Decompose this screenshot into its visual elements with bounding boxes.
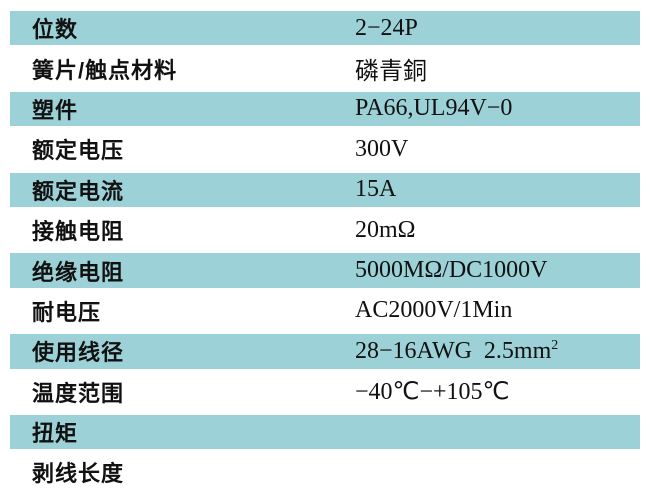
spec-label: 耐电压 — [32, 299, 102, 325]
spec-table: 位数 2−24P 簧片/触点材料 磷青銅 塑件 PA66,UL94V−0 额定电… — [10, 8, 640, 493]
spec-value: 20mΩ — [355, 216, 416, 243]
spec-value: PA66,UL94V−0 — [355, 95, 513, 122]
spec-label: 扭矩 — [32, 421, 79, 447]
spec-label: 温度范围 — [32, 380, 125, 406]
spec-value: 5000MΩ/DC1000V — [355, 257, 548, 284]
spec-label: 剥线长度 — [32, 461, 125, 487]
table-row: 绝缘电阻 5000MΩ/DC1000V — [10, 250, 640, 291]
table-row: 额定电流 15A — [10, 169, 640, 210]
spec-value: 15A — [355, 176, 397, 203]
spec-value: 300V — [355, 135, 409, 162]
spec-label: 使用线径 — [32, 340, 125, 366]
spec-value: 磷青銅 — [355, 59, 427, 86]
table-row: 剥线长度 — [10, 452, 640, 492]
spec-label: 额定电流 — [32, 178, 125, 204]
table-row: 额定电压 300V — [10, 129, 640, 169]
table-row: 温度范围 −40℃−+105℃ — [10, 372, 640, 412]
spec-label: 位数 — [32, 17, 79, 43]
table-row: 使用线径 28−16AWG 2.5mm2 — [10, 331, 640, 372]
spec-value: AC2000V/1Min — [355, 297, 513, 324]
spec-label: 簧片/触点材料 — [32, 57, 178, 83]
spec-value: −40℃−+105℃ — [355, 379, 510, 406]
table-row: 位数 2−24P — [10, 8, 640, 49]
spec-label: 接触电阻 — [32, 219, 125, 245]
table-row: 接触电阻 20mΩ — [10, 210, 640, 250]
spec-label: 额定电压 — [32, 138, 125, 164]
spec-value: 2−24P — [355, 14, 418, 41]
table-row: 扭矩 — [10, 411, 640, 453]
spec-value: 28−16AWG 2.5mm2 — [355, 337, 559, 364]
table-row: 塑件 PA66,UL94V−0 — [10, 88, 640, 130]
spec-label: 塑件 — [32, 97, 79, 123]
table-row: 耐电压 AC2000V/1Min — [10, 291, 640, 331]
spec-label: 绝缘电阻 — [32, 259, 125, 285]
table-row: 簧片/触点材料 磷青銅 — [10, 48, 640, 88]
